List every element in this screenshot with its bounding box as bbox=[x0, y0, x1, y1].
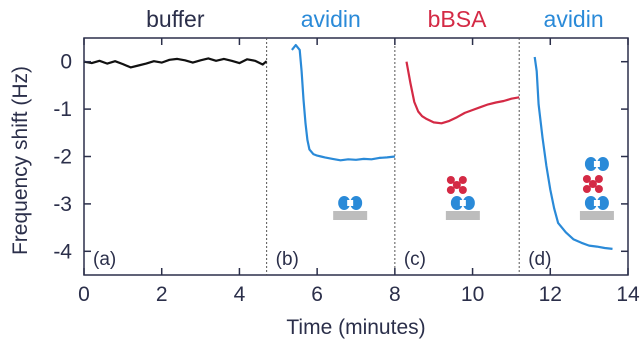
substrate-block bbox=[333, 211, 368, 220]
avidin-molecule bbox=[450, 196, 475, 210]
avidin-lobe bbox=[350, 196, 363, 210]
series-line bbox=[533, 56, 613, 250]
panel-letters: (a) (b) (c) (d) bbox=[93, 249, 551, 270]
avidin-lobe bbox=[584, 196, 597, 210]
panel-letter: (b) bbox=[276, 249, 299, 270]
x-axis-title: Time (minutes) bbox=[286, 316, 425, 339]
avidin-core bbox=[459, 200, 466, 206]
substrate-block bbox=[445, 211, 480, 220]
x-tick-label: 4 bbox=[234, 283, 246, 306]
y-tick-label: 0 bbox=[60, 51, 72, 74]
avidin-lobe bbox=[596, 196, 609, 210]
bbsa-blob bbox=[458, 186, 467, 194]
avidin-core bbox=[347, 200, 354, 206]
phase-label: avidin bbox=[544, 6, 604, 32]
avidin-core bbox=[593, 200, 600, 206]
y-tick-label: -4 bbox=[53, 240, 72, 263]
bbsa-blob bbox=[446, 186, 455, 194]
axis-frame bbox=[83, 37, 629, 276]
bbsa-blob bbox=[458, 176, 467, 184]
phase-label: buffer bbox=[146, 6, 205, 32]
y-tick-label: -1 bbox=[53, 98, 72, 121]
phase-label: avidin bbox=[301, 6, 361, 32]
y-tick-label: -3 bbox=[53, 193, 72, 216]
panel-letter: (a) bbox=[93, 249, 116, 270]
panel-letter: (d) bbox=[528, 249, 551, 270]
bbsa-blob bbox=[588, 180, 597, 188]
series-line bbox=[291, 44, 396, 162]
bbsa-molecule bbox=[582, 175, 603, 193]
avidin-molecule bbox=[338, 196, 363, 210]
plot-frame bbox=[83, 37, 629, 276]
avidin-molecule bbox=[584, 157, 609, 171]
y-tick-label: -2 bbox=[53, 146, 72, 169]
x-tick-label: 8 bbox=[389, 283, 401, 306]
series-group bbox=[83, 44, 613, 250]
x-tick-label: 12 bbox=[539, 283, 562, 306]
bbsa-blob bbox=[446, 176, 455, 184]
avidin-lobe bbox=[450, 196, 463, 210]
x-tick-label: 10 bbox=[461, 283, 484, 306]
substrate-block bbox=[579, 211, 614, 220]
avidin-molecule bbox=[584, 196, 609, 210]
phase-labels: buffer avidin bBSA avidin bbox=[146, 6, 604, 32]
bbsa-molecule bbox=[446, 176, 467, 194]
avidin-core bbox=[593, 161, 600, 167]
x-tick-label: 6 bbox=[311, 283, 323, 306]
ticks: 0 2 4 6 8 10 12 14 0 -1 -2 -3 -4 bbox=[53, 38, 640, 306]
binding-diagrams bbox=[333, 157, 614, 220]
bbsa-blob bbox=[582, 175, 591, 183]
avidin-lobe bbox=[596, 157, 609, 171]
series-line bbox=[405, 61, 520, 125]
series-line bbox=[83, 57, 268, 69]
phase-label: bBSA bbox=[428, 6, 487, 32]
avidin-lobe bbox=[338, 196, 351, 210]
x-tick-label: 0 bbox=[78, 283, 90, 306]
y-axis-title: Frequency shift (Hz) bbox=[9, 66, 32, 255]
bbsa-blob bbox=[452, 181, 461, 189]
phase-dividers bbox=[266, 38, 520, 275]
bbsa-blob bbox=[594, 175, 603, 183]
x-tick-label: 14 bbox=[616, 283, 640, 306]
bbsa-blob bbox=[594, 185, 603, 193]
x-tick-label: 2 bbox=[156, 283, 168, 306]
panel-letter: (c) bbox=[404, 249, 426, 270]
bbsa-blob bbox=[582, 185, 591, 193]
avidin-lobe bbox=[462, 196, 475, 210]
avidin-lobe bbox=[584, 157, 597, 171]
